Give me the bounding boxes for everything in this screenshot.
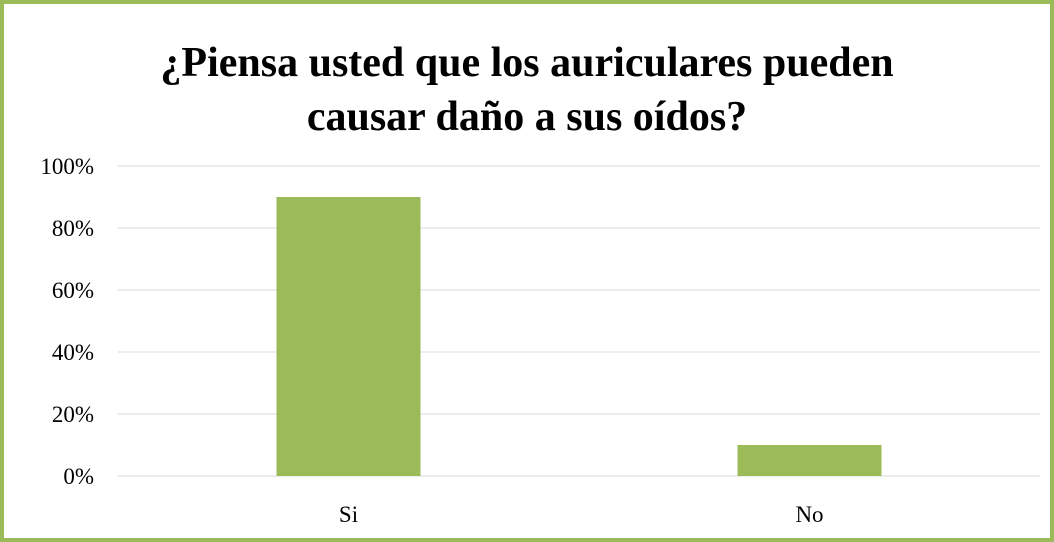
chart-title: ¿Piensa usted que los auriculares pueden… xyxy=(0,36,1054,144)
y-tick-label: 0% xyxy=(63,464,94,489)
y-tick-label: 40% xyxy=(52,340,94,365)
bars xyxy=(276,197,882,476)
gridlines xyxy=(118,165,1040,477)
bar-si xyxy=(276,197,421,476)
x-axis-category-labels: Si No xyxy=(339,502,824,527)
x-category-label: Si xyxy=(339,502,358,527)
chart-title-line-2: causar daño a sus oídos? xyxy=(306,94,748,140)
y-tick-label: 60% xyxy=(52,278,94,303)
bar-no xyxy=(737,445,882,476)
y-tick-label: 20% xyxy=(52,402,94,427)
y-axis-tick-labels: 0% 20% 40% 60% 80% 100% xyxy=(40,154,94,489)
y-tick-label: 100% xyxy=(40,154,94,179)
chart-title-line-1: ¿Piensa usted que los auriculares pueden xyxy=(160,40,894,86)
x-category-label: No xyxy=(795,502,823,527)
y-tick-label: 80% xyxy=(52,216,94,241)
